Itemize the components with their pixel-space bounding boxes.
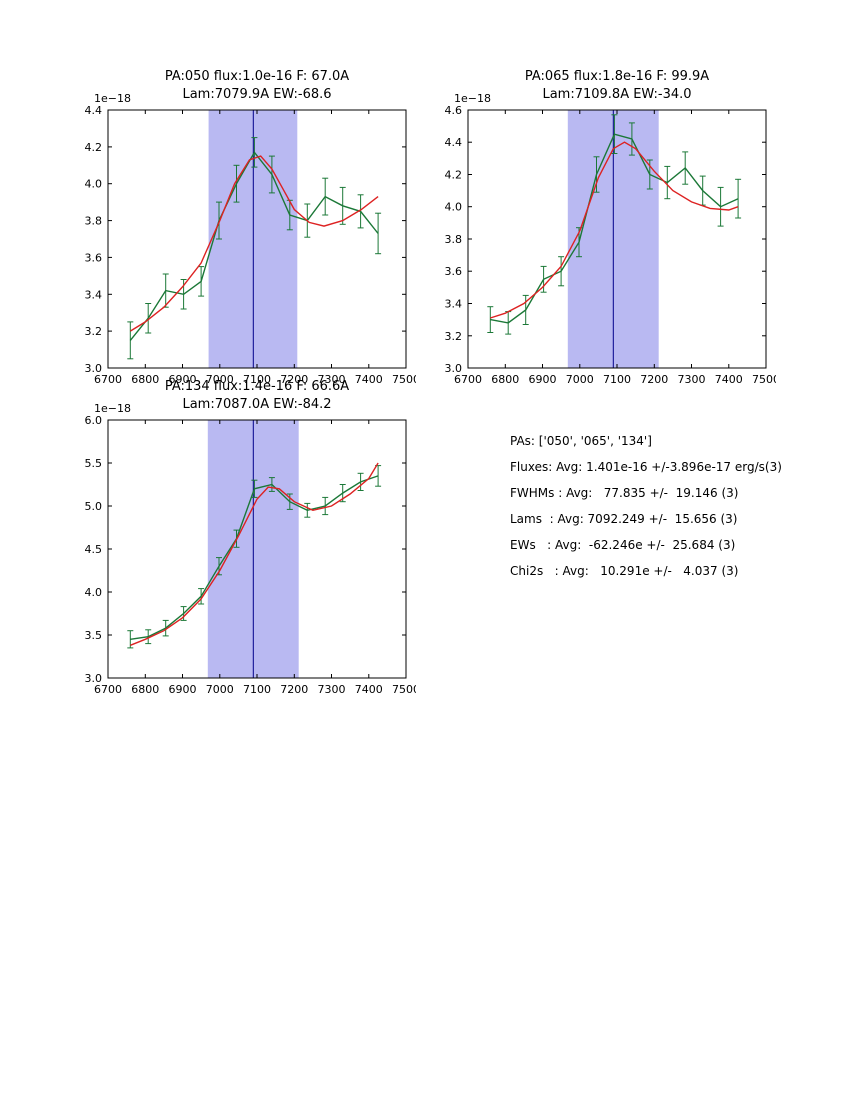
svg-text:6900: 6900 xyxy=(529,373,557,386)
svg-text:3.2: 3.2 xyxy=(445,330,463,343)
svg-text:7300: 7300 xyxy=(318,373,346,386)
svg-text:4.2: 4.2 xyxy=(445,169,463,182)
tick-labels: 6700 6800 6900 7000 7100 7200 7300 7400 7500 3.0 3… xyxy=(445,104,781,386)
svg-text:6800: 6800 xyxy=(131,373,159,386)
svg-text:5.5: 5.5 xyxy=(85,457,103,470)
svg-text:6900: 6900 xyxy=(169,373,197,386)
svg-text:7400: 7400 xyxy=(355,373,383,386)
svg-text:3.2: 3.2 xyxy=(85,325,103,338)
data-series-line xyxy=(129,151,379,341)
spectrum-plot-pa050: 6700 6800 6900 7000 7100 7200 7300 7400 7500 3.0 3… xyxy=(60,60,421,400)
stats-line-pas: PAs: ['050', '065', '134'] xyxy=(510,434,652,448)
axis-ticks xyxy=(467,109,767,369)
svg-text:7100: 7100 xyxy=(603,373,631,386)
svg-text:7200: 7200 xyxy=(640,373,668,386)
svg-text:3.6: 3.6 xyxy=(445,265,463,278)
svg-text:7000: 7000 xyxy=(206,683,234,696)
svg-text:4.6: 4.6 xyxy=(445,104,463,117)
stats-line-ews: EWs : Avg: -62.246e +/- 25.684 (3) xyxy=(510,538,736,552)
svg-text:4.2: 4.2 xyxy=(85,141,103,154)
svg-text:7000: 7000 xyxy=(566,373,594,386)
svg-text:3.8: 3.8 xyxy=(85,215,103,228)
y-offset-label: 1e−18 xyxy=(94,92,131,105)
fit-series-line xyxy=(130,462,379,646)
spectrum-plot-pa134: 6700 6800 6900 7000 7100 7200 7300 7400 7500 3.0 3… xyxy=(60,370,421,710)
axis-ticks xyxy=(107,419,407,679)
data-series-line xyxy=(130,475,379,640)
svg-text:7500: 7500 xyxy=(392,373,416,386)
svg-text:6900: 6900 xyxy=(169,683,197,696)
fit-series-line xyxy=(490,141,739,319)
chart-title-line1: PA:134 flux:1.4e-16 F: 66.6A xyxy=(165,379,349,394)
svg-text:4.0: 4.0 xyxy=(85,586,103,599)
spectrum-plot-pa065: 6700 6800 6900 7000 7100 7200 7300 7400 7500 3.0 3… xyxy=(420,60,781,400)
stats-line-lams: Lams : Avg: 7092.249 +/- 15.656 (3) xyxy=(510,512,738,526)
y-offset-label: 1e−18 xyxy=(94,402,131,415)
y-offset-label: 1e−18 xyxy=(454,92,491,105)
stats-line-chi2s: Chi2s : Avg: 10.291e +/- 4.037 (3) xyxy=(510,564,739,578)
svg-text:7000: 7000 xyxy=(206,373,234,386)
chart-title-line2: Lam:7087.0A EW:-84.2 xyxy=(182,397,331,412)
svg-text:3.5: 3.5 xyxy=(85,629,103,642)
svg-text:7400: 7400 xyxy=(715,373,743,386)
svg-text:3.4: 3.4 xyxy=(85,288,103,301)
svg-text:4.5: 4.5 xyxy=(85,543,103,556)
data-series-line xyxy=(490,133,739,324)
svg-text:7500: 7500 xyxy=(752,373,776,386)
tick-labels: 6700 6800 6900 7000 7100 7200 7300 7400 7500 3.0 3… xyxy=(85,104,421,386)
chart-title-line2: Lam:7109.8A EW:-34.0 xyxy=(542,87,691,102)
stats-line-fluxes: Fluxes: Avg: 1.401e-16 +/-3.896e-17 erg/… xyxy=(510,460,782,474)
stats-panel: PAs: ['050', '065', '134'] Fluxes: Avg: … xyxy=(510,428,782,584)
tick-labels: 6700 6800 6900 7000 7100 7200 7300 7400 7500 3.0 3… xyxy=(85,414,421,696)
svg-text:7100: 7100 xyxy=(243,373,271,386)
chart-title-line2: Lam:7079.9A EW:-68.6 xyxy=(182,87,331,102)
svg-text:4.0: 4.0 xyxy=(85,178,103,191)
svg-text:3.0: 3.0 xyxy=(85,362,103,375)
chart-title-line1: PA:050 flux:1.0e-16 F: 67.0A xyxy=(165,69,349,84)
svg-text:6700: 6700 xyxy=(94,373,122,386)
fit-series-line xyxy=(129,155,379,332)
svg-text:7200: 7200 xyxy=(280,373,308,386)
svg-text:6.0: 6.0 xyxy=(85,414,103,427)
svg-text:7500: 7500 xyxy=(392,683,416,696)
svg-text:3.4: 3.4 xyxy=(445,298,463,311)
stats-line-fwhms: FWHMs : Avg: 77.835 +/- 19.146 (3) xyxy=(510,486,739,500)
svg-text:7300: 7300 xyxy=(318,683,346,696)
chart-title-line1: PA:065 flux:1.8e-16 F: 99.9A xyxy=(525,69,709,84)
axis-ticks xyxy=(107,109,407,369)
svg-text:7200: 7200 xyxy=(280,683,308,696)
svg-text:7300: 7300 xyxy=(678,373,706,386)
svg-text:6700: 6700 xyxy=(94,683,122,696)
svg-text:7100: 7100 xyxy=(243,683,271,696)
svg-text:6800: 6800 xyxy=(491,373,519,386)
svg-text:7400: 7400 xyxy=(355,683,383,696)
svg-text:3.8: 3.8 xyxy=(445,233,463,246)
svg-text:4.4: 4.4 xyxy=(85,104,103,117)
svg-text:3.0: 3.0 xyxy=(445,362,463,375)
svg-text:6700: 6700 xyxy=(454,373,482,386)
svg-text:3.0: 3.0 xyxy=(85,672,103,685)
svg-text:5.0: 5.0 xyxy=(85,500,103,513)
svg-text:3.6: 3.6 xyxy=(85,251,103,264)
svg-text:4.0: 4.0 xyxy=(445,201,463,214)
svg-text:6800: 6800 xyxy=(131,683,159,696)
svg-text:4.4: 4.4 xyxy=(445,136,463,149)
